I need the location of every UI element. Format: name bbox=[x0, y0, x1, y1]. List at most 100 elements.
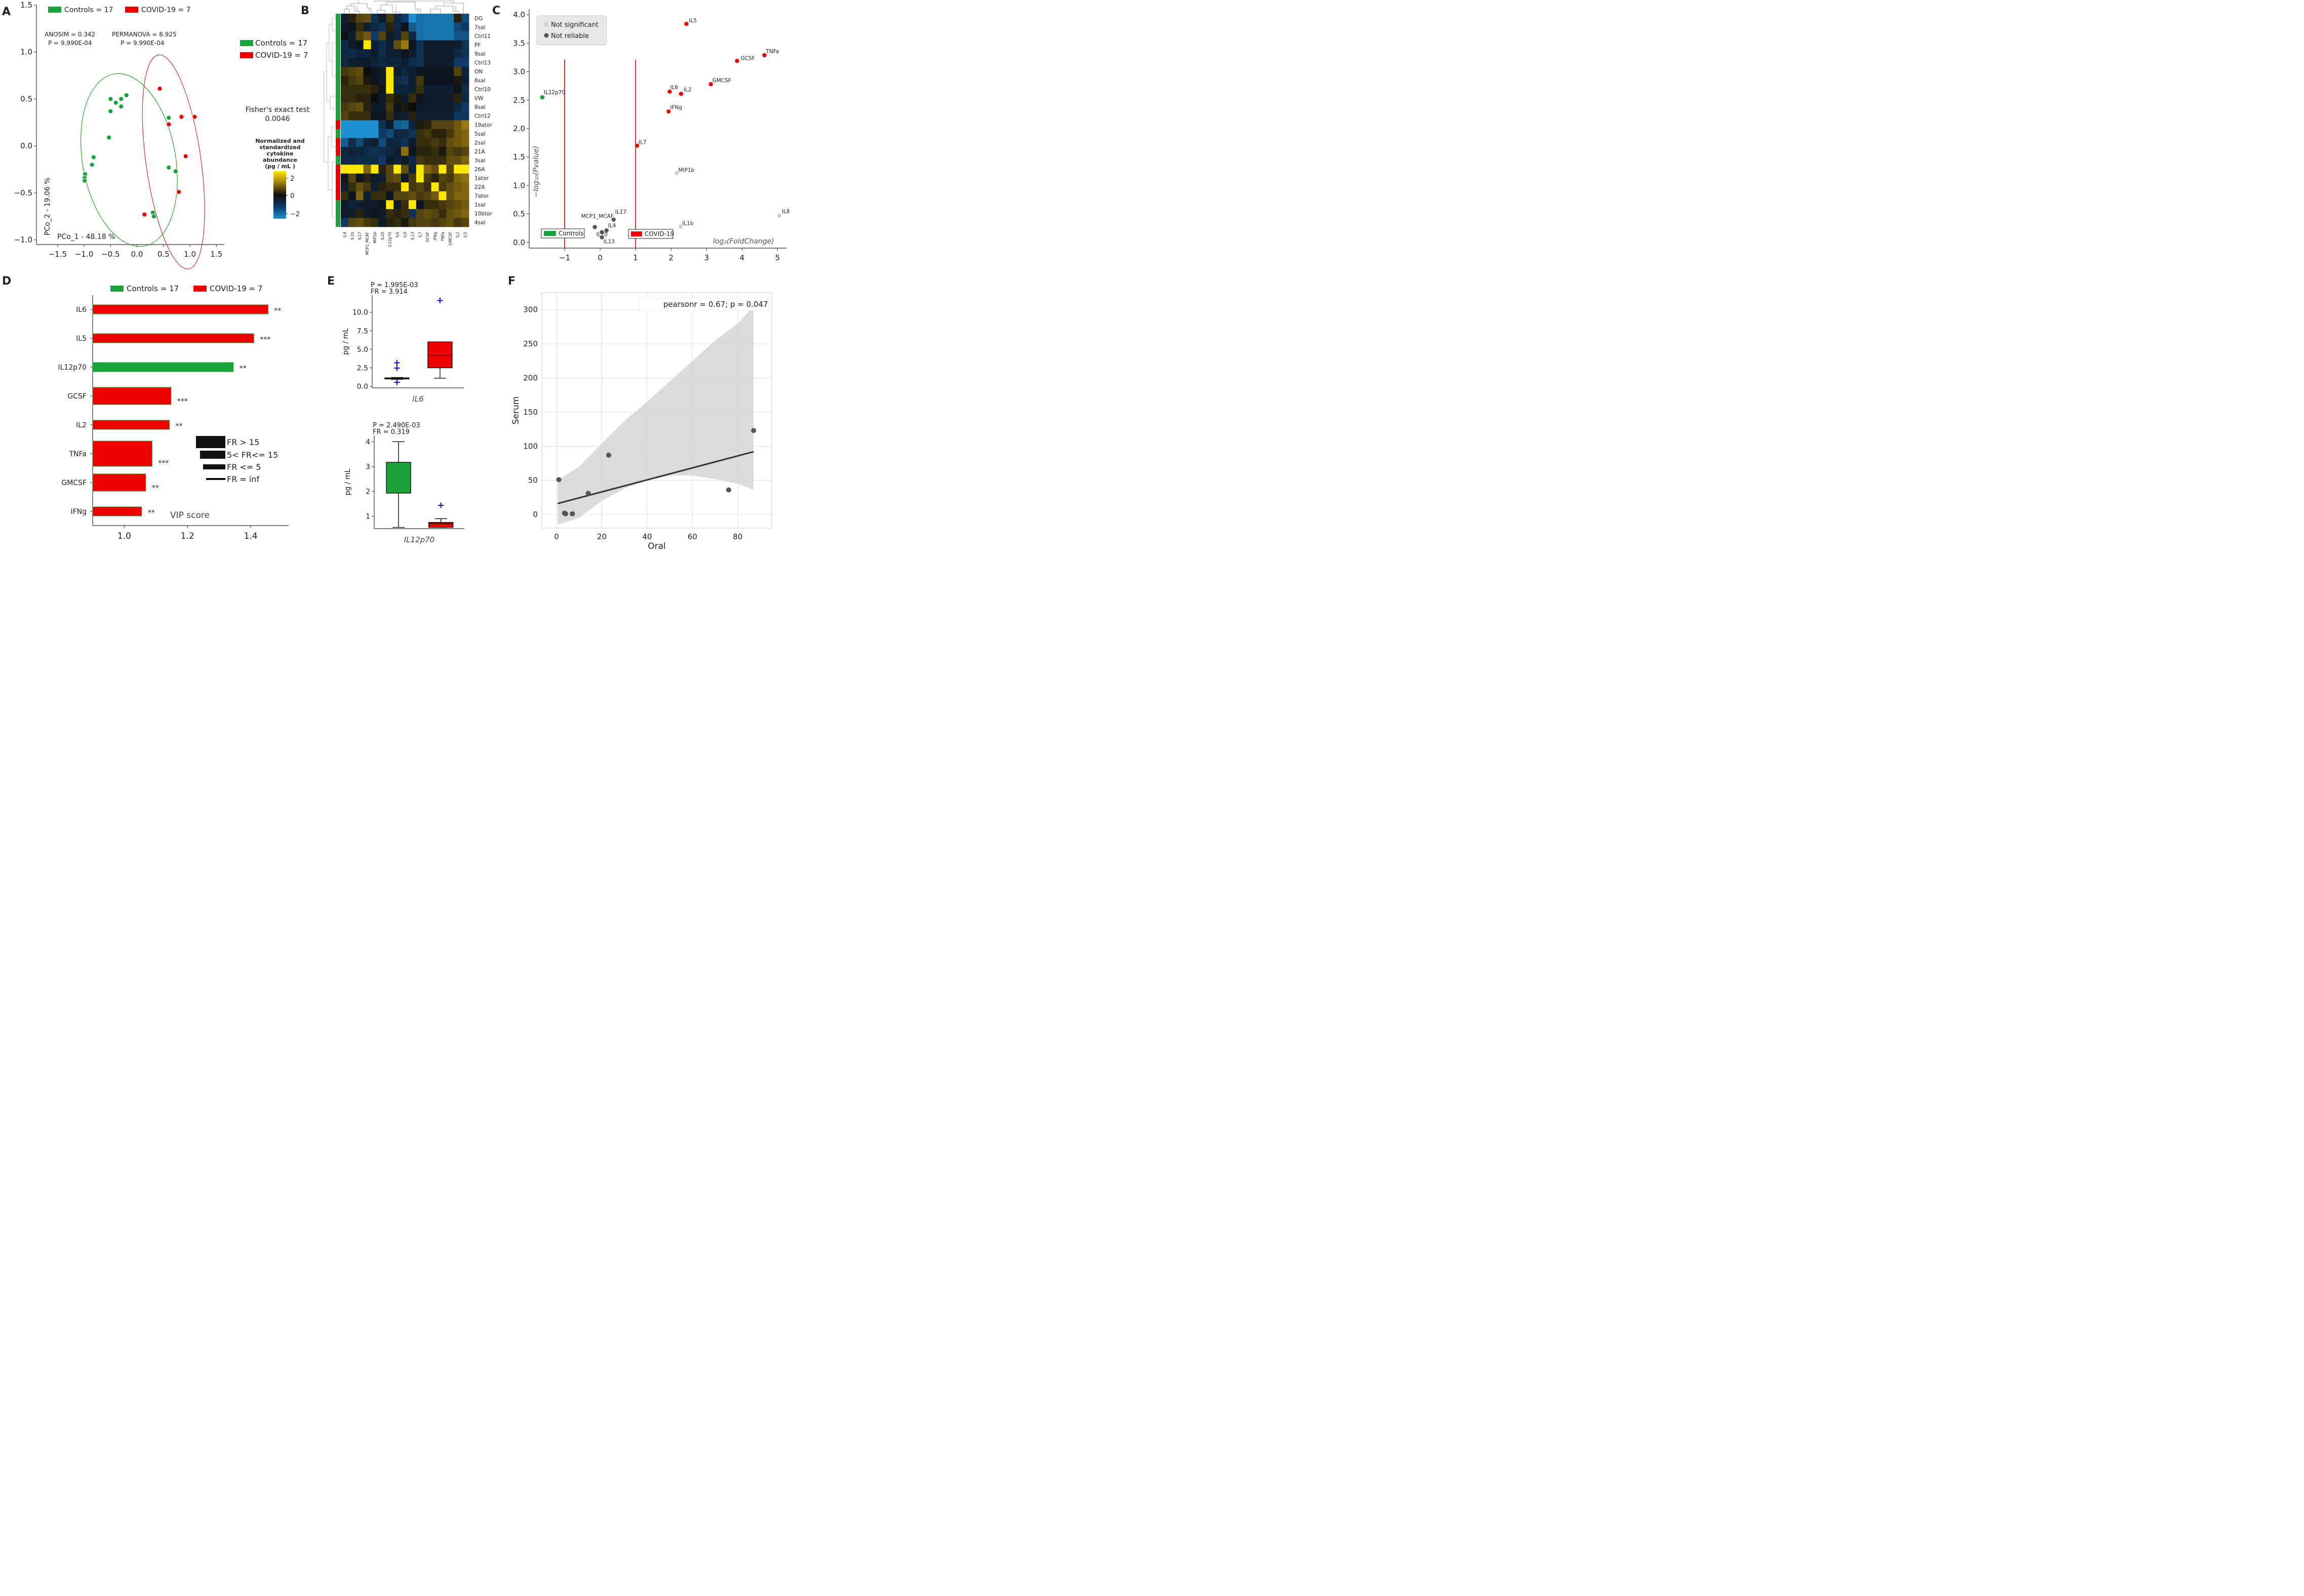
point-il1b bbox=[678, 224, 684, 229]
heatmap-cell bbox=[341, 49, 349, 59]
heatmap-cell bbox=[454, 147, 462, 156]
heatmap-cell bbox=[348, 200, 356, 210]
heatmap-cell bbox=[371, 182, 379, 192]
heatmap-cell bbox=[348, 218, 356, 227]
heatmap-cell bbox=[446, 182, 454, 192]
heatmap-cell bbox=[348, 102, 356, 112]
point-label: IL6 bbox=[670, 85, 678, 91]
heatmap-cell bbox=[386, 218, 394, 227]
heatmap-cell bbox=[431, 218, 439, 227]
heatmap-cell bbox=[393, 209, 402, 218]
heatmap-cell bbox=[401, 58, 409, 67]
column-label: MIP1b bbox=[373, 232, 377, 244]
box-outlier: + bbox=[393, 357, 401, 368]
y-axis-label: Serum bbox=[511, 396, 521, 425]
heatmap-cell bbox=[431, 147, 439, 156]
heatmap-cell bbox=[341, 209, 349, 218]
heatmap-cell bbox=[386, 138, 394, 147]
heatmap-cell bbox=[371, 102, 379, 112]
point-il2 bbox=[678, 91, 684, 97]
heatmap-cell bbox=[446, 75, 454, 85]
heatmap-cell bbox=[386, 182, 394, 192]
heatmap-cell bbox=[423, 111, 431, 121]
row-group-strip bbox=[336, 191, 340, 201]
heatmap-cell bbox=[439, 40, 447, 50]
heatmap-cell bbox=[461, 93, 469, 103]
heatmap-cell bbox=[439, 120, 447, 130]
heatmap-cell bbox=[363, 40, 371, 50]
heatmap-cell bbox=[461, 147, 469, 156]
heatmap-cell bbox=[439, 155, 447, 165]
point-label: IL2 bbox=[684, 87, 692, 93]
x-tick-label: 0.0 bbox=[131, 250, 143, 259]
heatmap-cell bbox=[371, 138, 379, 147]
heatmap-cell bbox=[461, 182, 469, 192]
vip-bar-tnfa bbox=[92, 441, 152, 467]
heatmap-cell bbox=[431, 93, 439, 103]
x-tick-label: 1.0 bbox=[184, 250, 196, 259]
point-controls bbox=[166, 165, 172, 170]
heatmap-cell bbox=[348, 58, 356, 67]
significance-label: ** bbox=[274, 307, 281, 315]
heatmap-cell bbox=[393, 58, 402, 67]
y-tick-label: 0.5 bbox=[513, 210, 525, 219]
heatmap-cell bbox=[431, 31, 439, 41]
heatmap-cell bbox=[454, 102, 462, 112]
heatmap-cell bbox=[446, 120, 454, 130]
heatmap-cell bbox=[446, 147, 454, 156]
heatmap-cell bbox=[416, 14, 424, 23]
heatmap-cell bbox=[446, 102, 454, 112]
column-label: IL2 bbox=[456, 232, 460, 237]
point-covid-19 bbox=[192, 114, 197, 119]
point-controls bbox=[151, 214, 157, 219]
heatmap-cell bbox=[431, 67, 439, 76]
heatmap-cell bbox=[439, 67, 447, 76]
heatmap-cell bbox=[416, 49, 424, 59]
heatmap-cell bbox=[355, 40, 364, 50]
heatmap-cell bbox=[386, 67, 394, 76]
heatmap-cell bbox=[378, 85, 386, 94]
column-label: TNFa bbox=[441, 232, 445, 242]
heatmap-cell bbox=[371, 14, 379, 23]
heatmap-cell bbox=[378, 102, 386, 112]
x-tick-label: 60 bbox=[688, 532, 697, 541]
heatmap-cell bbox=[363, 173, 371, 183]
heatmap-cell bbox=[355, 155, 364, 165]
point-il13 bbox=[599, 234, 605, 240]
anosim-p: P = 9.990E-04 bbox=[48, 39, 92, 47]
heatmap-cell bbox=[446, 191, 454, 201]
heatmap-cell bbox=[454, 111, 462, 121]
colorbar-title: cytokine bbox=[267, 150, 294, 157]
column-label: IL1b bbox=[350, 232, 354, 240]
row-label: 10btor bbox=[474, 211, 493, 217]
significance-label: *** bbox=[177, 397, 188, 406]
vip-bar-ifng bbox=[92, 506, 142, 516]
heatmap-cell bbox=[423, 85, 431, 94]
heatmap-cell bbox=[355, 31, 364, 41]
heatmap-cell bbox=[423, 165, 431, 174]
heatmap-cell bbox=[363, 75, 371, 85]
row-dendrogram bbox=[324, 17, 335, 218]
heatmap-cell bbox=[454, 218, 462, 227]
heatmap-cell bbox=[423, 22, 431, 32]
heatmap-cell bbox=[386, 22, 394, 32]
panel-b-heatmap: Controls = 17 COVID-19 = 7 Fisher's exact … bbox=[240, 1, 493, 255]
heatmap-cell bbox=[348, 67, 356, 76]
heatmap-cell bbox=[393, 218, 402, 227]
heatmap-cell bbox=[454, 14, 462, 23]
heatmap-cell bbox=[393, 49, 402, 59]
row-group-strip bbox=[336, 120, 340, 130]
heatmap-cell bbox=[461, 49, 469, 59]
x-tick-label: 80 bbox=[733, 532, 742, 541]
colorbar bbox=[273, 171, 286, 219]
heatmap-cell bbox=[431, 200, 439, 210]
heatmap-cell bbox=[423, 49, 431, 59]
row-group-strip bbox=[336, 129, 340, 138]
point-gcsf bbox=[734, 58, 740, 64]
point-controls bbox=[106, 135, 112, 140]
box-outlier: + bbox=[393, 363, 401, 373]
row-label: 22A bbox=[474, 184, 485, 190]
heatmap-cell bbox=[363, 138, 371, 147]
heatmap-cell bbox=[408, 129, 417, 138]
y-axis-label: −log₁₀(Pvalue) bbox=[532, 146, 540, 197]
